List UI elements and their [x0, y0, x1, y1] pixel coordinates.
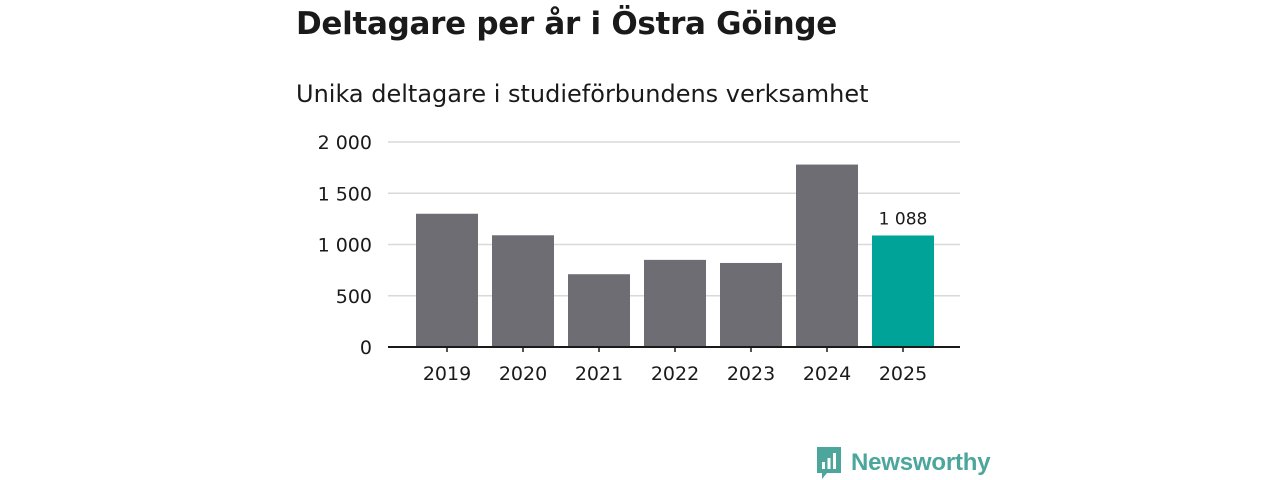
chart-title: Deltagare per år i Östra Göinge	[296, 6, 838, 42]
brand-name: Newsworthy	[851, 449, 991, 476]
bar	[720, 262, 782, 347]
bar	[416, 213, 478, 347]
y-tick-label: 0	[360, 337, 372, 359]
bar	[568, 274, 630, 347]
y-tick-label: 500	[336, 286, 372, 308]
x-tick-label: 2020	[499, 363, 547, 385]
y-tick-label: 2 000	[318, 132, 372, 154]
x-tick-label: 2021	[575, 363, 623, 385]
newsworthy-logo-icon	[817, 447, 841, 479]
bar-highlighted	[872, 235, 934, 347]
bar	[492, 235, 554, 347]
chart-subtitle: Unika deltagare i studieförbundens verks…	[296, 80, 869, 108]
x-tick-label: 2025	[879, 363, 927, 385]
bar	[644, 259, 706, 347]
y-tick-label: 1 000	[318, 235, 372, 257]
data-label: 1 088	[879, 209, 928, 229]
x-tick-label: 2024	[803, 363, 851, 385]
x-tick-label: 2023	[727, 363, 775, 385]
newsworthy-logo: Newsworthy	[815, 446, 991, 480]
x-tick-label: 2022	[651, 363, 699, 385]
bar	[796, 164, 858, 347]
x-tick-label: 2019	[423, 363, 471, 385]
y-tick-label: 1 500	[318, 183, 372, 205]
